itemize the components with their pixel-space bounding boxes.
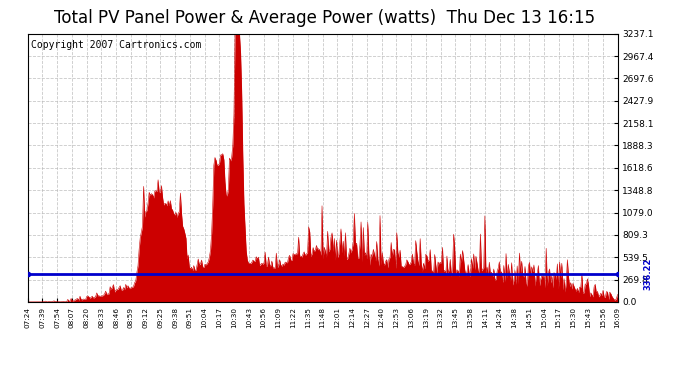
Text: 336.22: 336.22	[0, 258, 1, 290]
Text: Total PV Panel Power & Average Power (watts)  Thu Dec 13 16:15: Total PV Panel Power & Average Power (wa…	[54, 9, 595, 27]
Text: 336.22: 336.22	[644, 258, 653, 290]
Text: Copyright 2007 Cartronics.com: Copyright 2007 Cartronics.com	[30, 40, 201, 51]
